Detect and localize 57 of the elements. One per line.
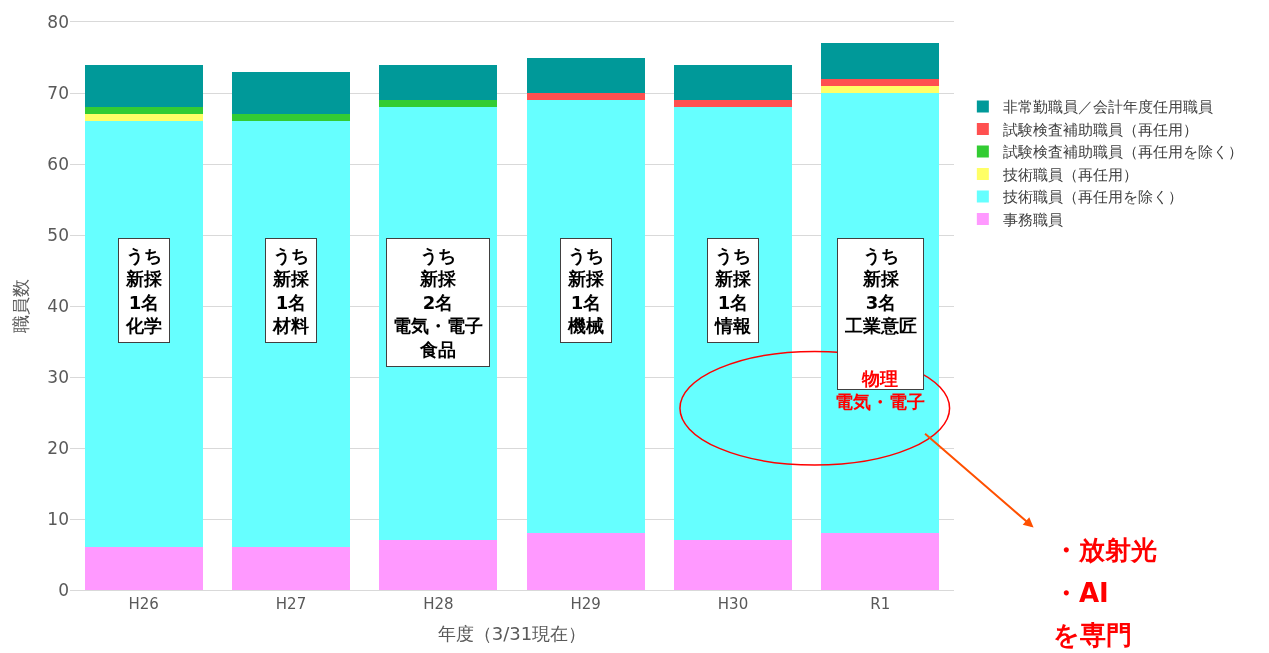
text: ・AI [1053,578,1109,608]
bar [821,78,940,86]
annotation: うち新採3名工業意匠 [844,245,917,337]
bar [526,100,645,534]
legend-label: 技術職員（再任用） [1001,165,1138,184]
bar [821,85,940,93]
x-tick-label: H28 [423,595,454,613]
annotation: うち新採1名材料 [272,245,310,337]
annotation: うち新採1名情報 [714,245,752,337]
y-tick-label: 10 [47,508,69,529]
bar [526,57,645,93]
y-tick-label: 60 [47,153,69,174]
x-tick-label: H30 [717,595,749,613]
bar [84,114,203,122]
bar [84,547,203,590]
x-tick-label: R1 [870,595,891,613]
x-axis-title: 年度（3/31現在） [437,623,587,645]
text: を専門 [1053,620,1132,650]
bar [232,71,350,115]
x-tick-label: H29 [570,595,601,613]
legend-label: 試験検査補助職員（再任用） [1002,120,1198,139]
legend-label: 事務職員 [1002,210,1063,229]
bar [821,533,940,590]
y-tick-label: 80 [47,11,69,32]
bar [379,540,498,590]
bar [232,114,350,122]
bar [674,100,792,108]
x-tick-label: H27 [275,595,307,613]
bar [379,64,498,101]
y-tick-label: 0 [58,579,69,600]
legend-label: 試験検査補助職員（再任用を除く） [1002,143,1243,162]
bar [232,547,350,590]
annotation: うち新採1名化学 [125,245,163,337]
bar [526,533,645,590]
bar [232,121,350,548]
y-tick-label: 50 [47,224,69,245]
bar [526,93,645,101]
bar [674,540,792,590]
bar [674,64,792,101]
annotation: うち新採2名電気・電子食品 [393,245,483,360]
bar [379,100,498,108]
bar [84,107,203,115]
annotation: 物理電気・電子 [835,368,925,413]
bar [84,64,203,108]
text: ・放射光 [1053,535,1157,565]
bar [84,121,203,548]
y-tick-label: 30 [47,366,69,387]
bar [674,107,792,541]
x-tick-label: H26 [128,595,159,613]
y-tick-label: 40 [47,295,69,316]
y-axis-title: 職員数 [9,279,31,333]
annotation: うち新採1名機械 [567,245,605,337]
y-tick-label: 20 [47,437,69,458]
bar [821,43,940,79]
y-tick-label: 70 [47,82,69,103]
legend-label: 技術職員（再任用を除く） [1001,188,1183,207]
legend-label: 非常勤職員／会計年度任用職員 [1002,98,1213,117]
